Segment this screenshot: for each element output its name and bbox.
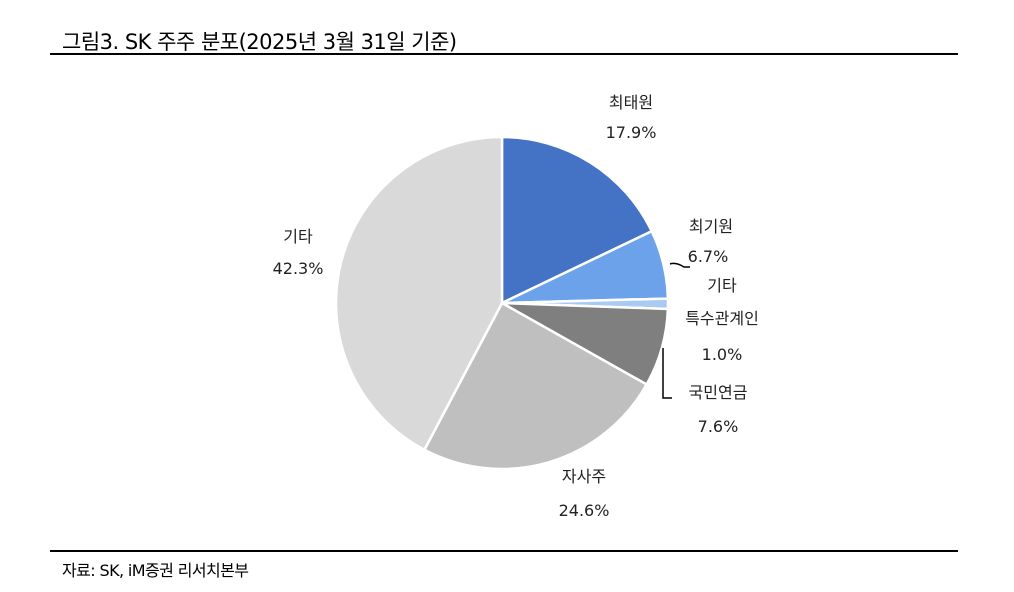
pie-slice-5 (334, 135, 504, 451)
figure-title: 그림3. SK 주주 분포(2025년 3월 31일 기준) (62, 30, 457, 54)
label-value: 17.9% (605, 123, 657, 142)
label-nps: 국민연금 7.6% (689, 378, 748, 442)
label-name: 최태원 (608, 93, 654, 112)
label-value: 6.7% (687, 247, 729, 266)
label-name-line2: 특수관계인 (685, 309, 759, 328)
label-value: 42.3% (272, 259, 324, 278)
label-name-line1: 기타 (707, 276, 737, 295)
top-divider (50, 53, 958, 55)
label-name: 최기원 (688, 217, 734, 236)
label-value: 7.6% (697, 417, 739, 436)
label-value: 24.6% (558, 501, 610, 520)
leader-line-choi-kiwon (669, 262, 690, 268)
source-note: 자료: SK, iM증권 리서치본부 (62, 561, 249, 580)
label-other-related: 기타 (707, 271, 736, 301)
label-name: 국민연금 (688, 383, 748, 402)
pie-slices (334, 135, 670, 471)
label-name: 기타 (283, 227, 313, 246)
label-name: 자사주 (561, 467, 607, 486)
label-other-related-2: 특수관계인 1.0% (685, 304, 759, 370)
leader-line-nps (662, 348, 672, 399)
label-others: 기타 42.3% (273, 222, 324, 284)
pie-slice-0 (500, 135, 653, 305)
pie-slice-4 (423, 301, 648, 471)
label-choi-taewon: 최태원 17.9% (606, 88, 657, 148)
label-treasury: 자사주 24.6% (559, 462, 610, 526)
label-choi-kiwon: 최기원 6.7% (688, 212, 734, 272)
label-value: 1.0% (701, 345, 743, 364)
bottom-divider (50, 550, 958, 552)
